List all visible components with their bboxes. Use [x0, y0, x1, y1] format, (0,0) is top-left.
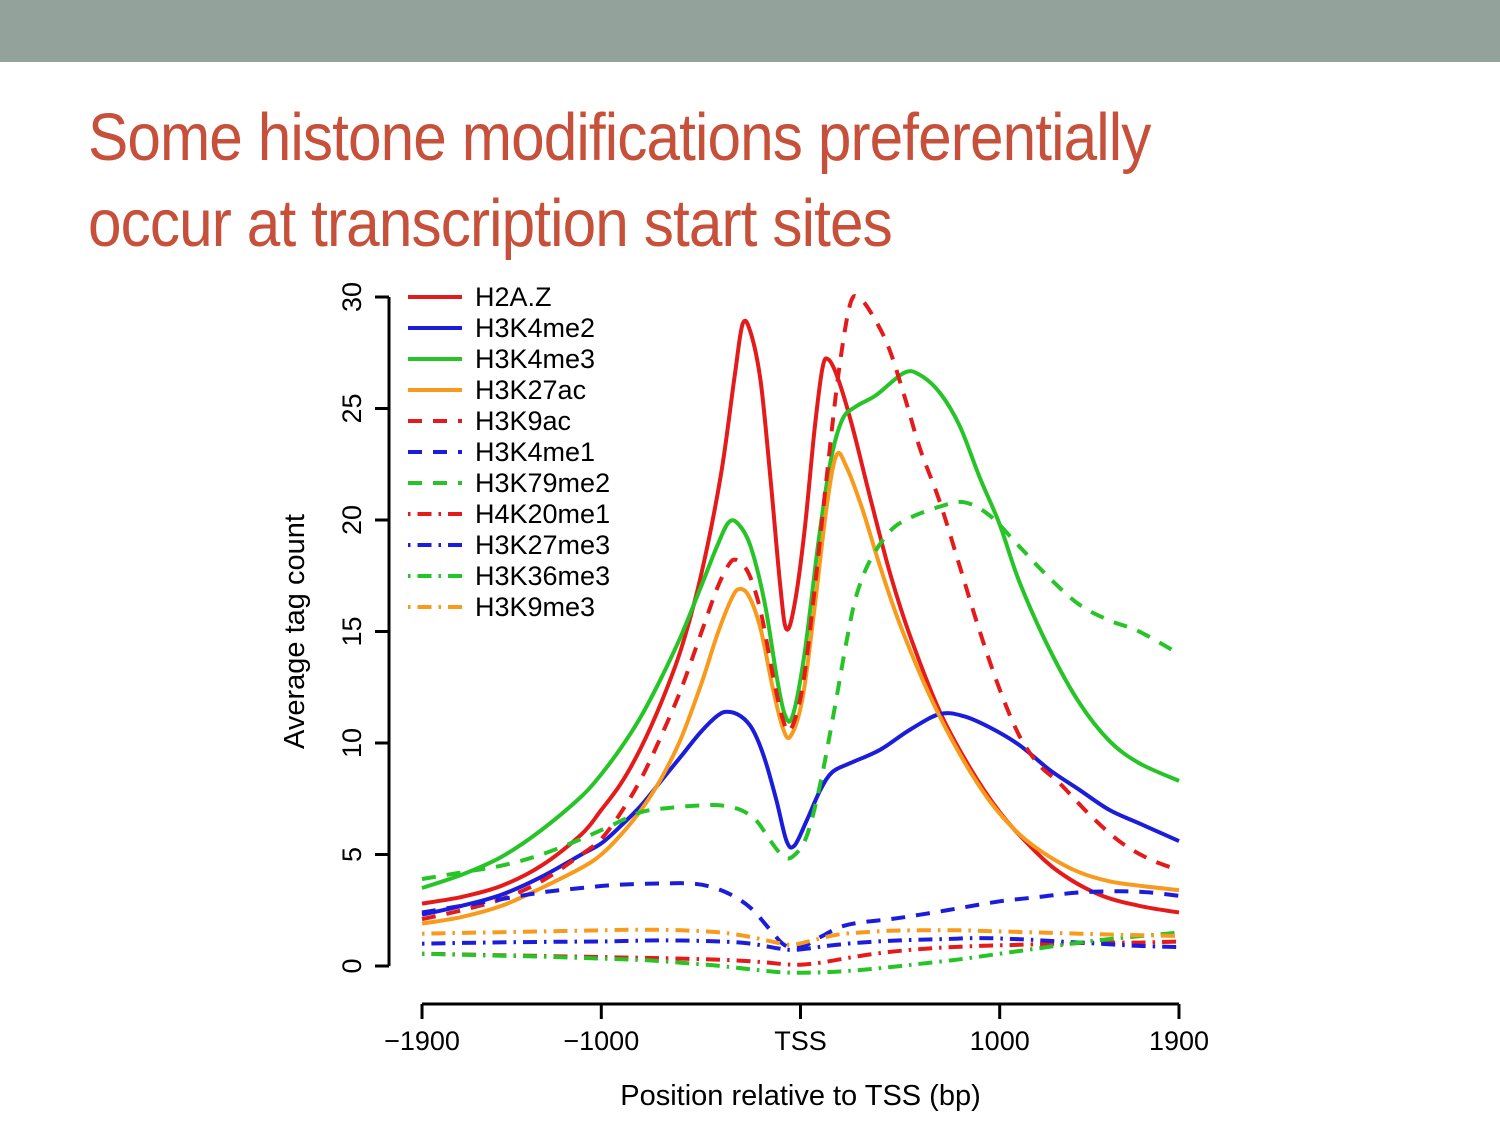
- x-axis: −1900 −1000 TSS 1000 1900 Position relative t…: [384, 1002, 1209, 1112]
- legend-label-H3K27me3: H3K27me3: [475, 530, 610, 560]
- slide-title: Some histone modifications preferentiall…: [88, 95, 1488, 267]
- y-tick-label: 10: [337, 728, 367, 758]
- x-tick-label: 1000: [970, 1026, 1030, 1056]
- y-axis-title: Average tag count: [279, 514, 311, 749]
- histone-tss-chart-svg: 0 5 10 15 20 25 30 Average tag count −1900 −1000 T…: [279, 282, 1209, 1112]
- y-tick-label: 20: [337, 505, 367, 535]
- legend-label-H3K9ac: H3K9ac: [475, 406, 571, 436]
- legend-label-H3K4me3: H3K4me3: [475, 344, 595, 374]
- x-tick-label: −1900: [384, 1026, 460, 1056]
- legend-label-H3K79me2: H3K79me2: [475, 468, 610, 498]
- x-tick-label: 1900: [1149, 1026, 1209, 1056]
- legend-label-H4K20me1: H4K20me1: [475, 499, 610, 529]
- y-tick-label: 30: [337, 282, 367, 312]
- y-axis: 0 5 10 15 20 25 30 Average tag count: [279, 282, 391, 974]
- curve-H3K4me3: [421, 369, 1180, 890]
- curve-H3K36me3: [421, 930, 1180, 975]
- legend-label-H3K36me3: H3K36me3: [475, 561, 610, 591]
- curve-H3K27me3: [421, 936, 1180, 952]
- chart-legend: H2A.ZH3K4me2H3K4me3H3K27acH3K9acH3K4me1H…: [408, 282, 610, 622]
- legend-label-H3K4me1: H3K4me1: [475, 437, 595, 467]
- y-tick-label: 15: [337, 616, 367, 646]
- slide-title-line1: Some histone modifications preferentiall…: [88, 100, 1151, 175]
- x-tick-label: −1000: [563, 1026, 639, 1056]
- curve-H3K9ac: [421, 294, 1180, 922]
- curve-H3K79me2: [421, 499, 1180, 881]
- slide-header-band: [0, 0, 1500, 62]
- curve-H3K27ac: [421, 450, 1180, 926]
- legend-label-H3K4me2: H3K4me2: [475, 313, 595, 343]
- x-axis-title: Position relative to TSS (bp): [620, 1080, 981, 1112]
- x-tick-label: TSS: [774, 1026, 827, 1056]
- y-tick-label: 25: [337, 393, 367, 423]
- histone-tss-chart: 0 5 10 15 20 25 30 Average tag count −1900 −1000 T…: [250, 260, 1250, 1130]
- legend-label-H3K9me3: H3K9me3: [475, 592, 595, 622]
- legend-label-H2A.Z: H2A.Z: [475, 282, 552, 312]
- slide-title-line2: occur at transcription start sites: [88, 186, 893, 261]
- curve-H3K4me2: [421, 709, 1180, 917]
- curve-H3K4me1: [421, 881, 1180, 950]
- series-curves: [421, 294, 1180, 975]
- y-tick-label: 0: [337, 958, 367, 973]
- y-tick-label: 5: [337, 847, 367, 862]
- legend-label-H3K27ac: H3K27ac: [475, 375, 586, 405]
